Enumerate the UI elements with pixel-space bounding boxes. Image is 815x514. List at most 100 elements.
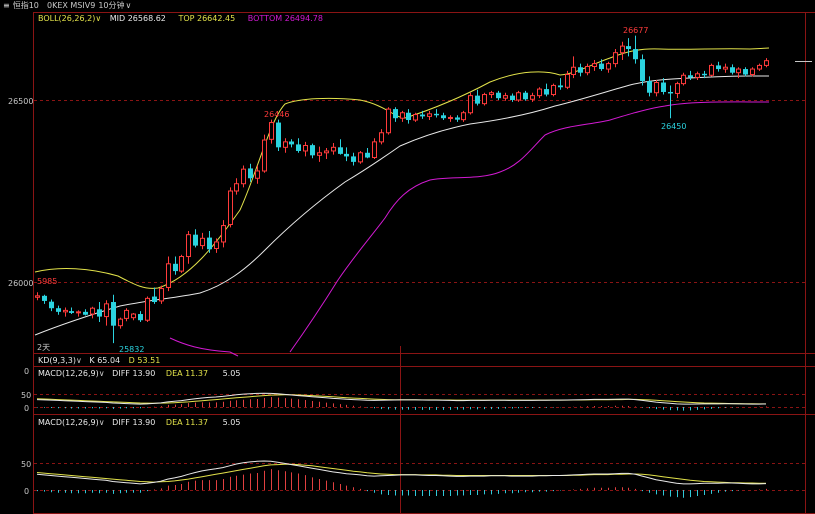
candle-body: [599, 63, 604, 70]
chevron-down-icon[interactable]: ∨: [98, 418, 105, 427]
macd2-diff-line: [36, 460, 767, 485]
candle-body: [228, 190, 233, 225]
menu-icon[interactable]: ≡: [3, 1, 10, 10]
chevron-down-icon[interactable]: ∨: [95, 14, 102, 23]
candle-body: [283, 141, 288, 148]
candle-body: [640, 59, 645, 82]
macd2-axis-label: 50: [21, 460, 31, 469]
candle-body: [193, 234, 198, 246]
candle-body: [647, 81, 652, 93]
candle-body: [626, 46, 631, 50]
candle-body: [420, 114, 425, 117]
candle-body: [138, 314, 143, 321]
candle-body: [49, 301, 54, 309]
candle-body: [723, 66, 728, 70]
candle-body: [448, 116, 453, 119]
macd2-dea-label: DEA: [165, 418, 183, 427]
macd1-axis-label: 50: [21, 391, 31, 400]
candle-body: [551, 84, 556, 96]
macd2-value: 5.05: [222, 418, 241, 427]
boll-bottom-line: [169, 101, 770, 357]
candle-body: [441, 115, 446, 119]
candle-body: [131, 313, 136, 319]
candle-body: [393, 109, 398, 119]
left-high-annotation: 5985: [37, 277, 57, 286]
candle-body: [681, 74, 686, 85]
candle-body: [716, 65, 721, 70]
candle-body: [83, 311, 88, 315]
boll-label[interactable]: BOLL(26,26,2): [38, 14, 96, 23]
right-low-annotation: 26450: [661, 122, 686, 131]
candle-body: [179, 256, 184, 272]
macd2-dea-line: [36, 463, 766, 484]
candle-body: [338, 147, 343, 154]
kd-label[interactable]: KD(9,3,3): [38, 356, 77, 365]
candle-body: [104, 303, 109, 318]
candle-body: [214, 241, 219, 250]
candle-body: [695, 73, 700, 78]
candle-body: [475, 95, 480, 104]
candle-body: [400, 112, 405, 119]
candle-body: [496, 92, 501, 99]
macd1-histogram: [37, 397, 767, 411]
symbol-label[interactable]: 恒指10: [12, 1, 39, 10]
candle-body: [76, 311, 81, 314]
candle-body: [145, 297, 150, 321]
kd-axis-label: 0: [24, 367, 29, 376]
candle-body: [613, 52, 618, 65]
boll-top-value: 26642.45: [197, 14, 236, 23]
macd1-label[interactable]: MACD(12,26,9): [38, 369, 99, 378]
chevron-down-icon[interactable]: ∨: [125, 1, 132, 10]
chevron-down-icon[interactable]: ∨: [98, 369, 105, 378]
candle-body: [585, 66, 590, 74]
candle-body: [317, 152, 322, 156]
candle-body: [42, 295, 47, 301]
macd1-dea-label: DEA: [165, 369, 183, 378]
candle-body: [489, 92, 494, 96]
candle-body: [358, 152, 363, 163]
candle-body: [186, 234, 191, 258]
candle-body: [152, 296, 157, 303]
day-marker: 2天: [37, 343, 50, 352]
candle-body: [620, 45, 625, 54]
candle-body: [736, 68, 741, 74]
boll-legend: BOLL(26,26,2)∨ MID 26568.62 TOP 26642.45…: [38, 14, 323, 24]
candle-body: [111, 302, 116, 326]
candle-body: [262, 139, 267, 172]
candlestick-series: [35, 35, 769, 344]
candle-body: [510, 95, 515, 100]
kd-d-value: 53.51: [137, 356, 161, 365]
candle-body: [427, 113, 432, 117]
kd-k-value: 65.04: [97, 356, 121, 365]
contract-label[interactable]: 0KEX MSIV9: [46, 1, 96, 10]
candle-body: [63, 309, 68, 313]
macd2-label[interactable]: MACD(12,26,9): [38, 418, 99, 427]
candle-body: [764, 60, 769, 66]
high-annotation: 26677: [623, 26, 648, 35]
macd1-axis-label: 0: [24, 404, 29, 413]
chevron-down-icon[interactable]: ∨: [76, 356, 82, 365]
boll-bottom-value: 26494.78: [284, 14, 323, 23]
candle-body: [406, 112, 411, 121]
candle-body: [56, 308, 61, 312]
candle-body: [468, 95, 473, 114]
candle-body: [276, 122, 281, 148]
candle-body: [296, 144, 301, 151]
candle-body: [516, 92, 521, 101]
macd1-diff-value: 13.90: [132, 369, 156, 378]
candle-body: [702, 73, 707, 76]
macd1-value: 5.05: [222, 369, 241, 378]
candle-body: [207, 237, 212, 250]
boll-top-label: TOP: [178, 14, 195, 23]
candle-body: [709, 64, 714, 76]
candle-body: [241, 168, 246, 185]
candle-body: [675, 83, 680, 94]
candle-body: [434, 113, 439, 116]
toolbar: ≡ 恒指10 0KEX MSIV9 10分钟∨: [0, 0, 815, 12]
period-selector[interactable]: 10分钟: [98, 1, 125, 10]
macd1-diff-label: DIFF: [112, 369, 130, 378]
candle-body: [255, 170, 260, 179]
candle-body: [633, 49, 638, 60]
candle-body: [124, 309, 129, 319]
